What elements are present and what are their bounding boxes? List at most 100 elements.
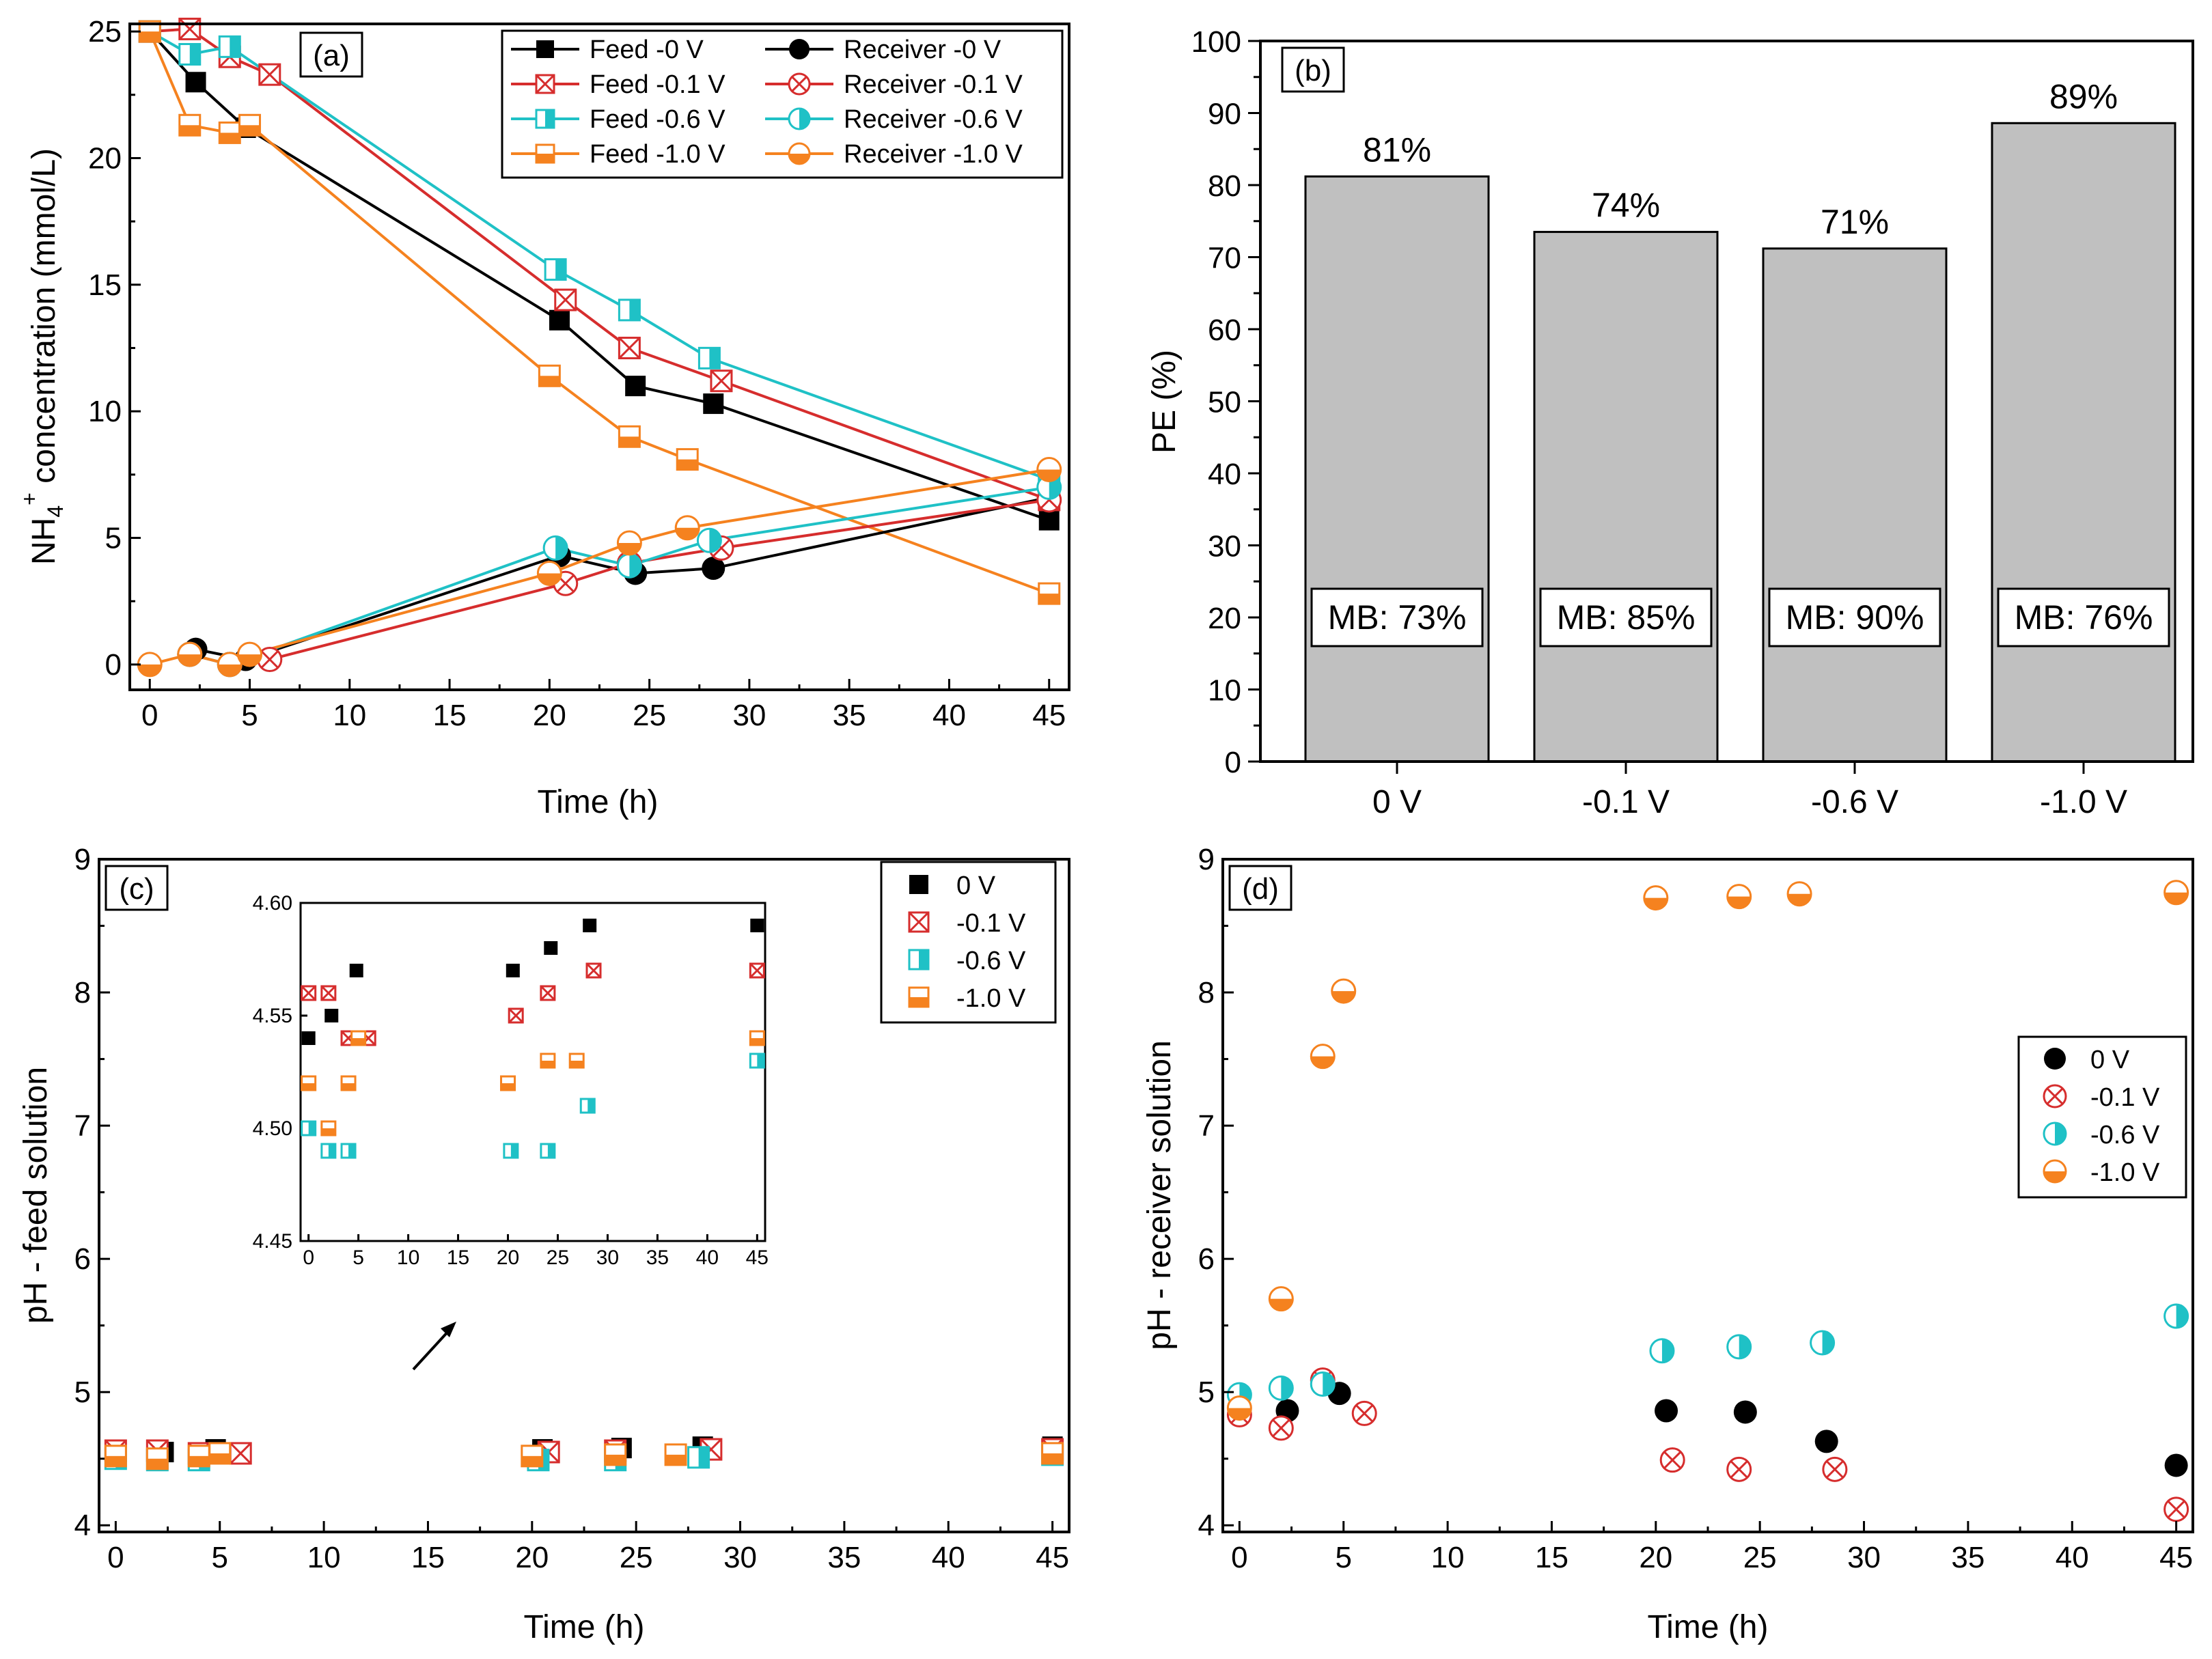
legend-marker-rec_01-cross-b (791, 76, 807, 92)
legend-label-p01: -0.1 V (956, 909, 1026, 938)
x-tick-label: 35 (833, 699, 866, 732)
point-rec_10-fill (218, 664, 242, 676)
point-p10-fill (147, 1458, 168, 1469)
x-tick-label: 35 (827, 1541, 861, 1574)
legend-marker-p06-fill (2055, 1123, 2066, 1145)
legend-marker-rec_0 (789, 39, 810, 59)
inset-point-p10-fill (501, 1083, 515, 1090)
legend-label-p01: -0.1 V (2090, 1083, 2160, 1112)
point-p06-fill (1739, 1335, 1751, 1358)
panel-b-label-box (1281, 46, 1345, 93)
point-p0 (1655, 1399, 1678, 1423)
x-tick-label: 20 (533, 699, 566, 732)
inset-point-p01-cross-b (301, 985, 316, 1001)
point-feed_01-cross-b (554, 289, 577, 311)
legend-label-p10: -1.0 V (956, 984, 1026, 1013)
pe-bar-value-label: 74% (1592, 186, 1660, 225)
y-tick-label: 10 (1208, 674, 1241, 708)
inset-point-p10-fill (342, 1083, 356, 1090)
inset-point-p10-fill (351, 1038, 365, 1045)
legend-label-p06: -0.6 V (2090, 1121, 2160, 1149)
y-tick-label: 9 (1198, 843, 1215, 876)
y-tick-label: 0 (1225, 746, 1241, 779)
inset-point-p0-shape (750, 919, 764, 932)
panel-a-xlabel: Time (h) (538, 784, 659, 820)
point-feed_0-shape (1038, 510, 1060, 531)
point-p10 (1643, 885, 1669, 911)
panel-d-label-box (1228, 865, 1292, 911)
legend-marker-p01-cross-b (908, 911, 930, 933)
point-p06-fill (2176, 1305, 2188, 1328)
x-tick-label: 15 (433, 699, 467, 732)
point-p10-fill (1311, 1056, 1335, 1068)
point-rec_10-fill (1037, 469, 1061, 482)
x-tick-label: 30 (723, 1541, 757, 1574)
y-tick-label: 4.45 (253, 1230, 292, 1253)
point-p10 (1226, 1395, 1252, 1421)
y-tick-label: 5 (1198, 1376, 1215, 1409)
panel-b-ylabel: PE (%) (1146, 350, 1183, 454)
point-p10 (1726, 884, 1752, 910)
legend-marker-p06 (2043, 1121, 2067, 1146)
panel-b-label: (b) (1295, 54, 1331, 87)
series-line-rec_06 (189, 486, 1050, 667)
inset-point-p10-fill (540, 1061, 555, 1068)
legend-marker-feed_06-fill (545, 110, 554, 128)
x-tick-label: 0 (1231, 1541, 1247, 1574)
point-p06 (1310, 1371, 1336, 1397)
panel-d-label: (d) (1242, 872, 1279, 906)
point-p10 (604, 1443, 627, 1466)
panel-b-plot: 81% MB: 73% 74% MB: 85% 71% MB: 90% 89% MB: 76% (1304, 77, 2176, 763)
legend-marker-p0 (909, 875, 928, 894)
y-tick-label: 70 (1208, 242, 1241, 275)
point-p10 (664, 1443, 687, 1466)
pe-bar (1991, 122, 2176, 763)
point-rec_10 (237, 641, 263, 667)
point-p0 (1814, 1430, 1838, 1453)
point-p10-fill (1042, 1453, 1063, 1464)
legend-label-rec_10: Receiver -1.0 V (844, 140, 1023, 169)
x-tick-label: 5 (241, 699, 258, 732)
pe-bar (1762, 247, 1948, 763)
point-p10-fill (1331, 991, 1355, 1003)
point-rec_10 (674, 515, 700, 541)
inset-point-p10 (540, 1052, 556, 1069)
inset-point-p06 (340, 1143, 357, 1159)
inset-point-p01-cross-b (749, 962, 765, 979)
point-p10 (1310, 1044, 1336, 1070)
x-tick-label: 15 (411, 1541, 445, 1574)
point-p0 (1733, 1400, 1757, 1424)
inset-point-p06-fill (328, 1144, 335, 1158)
point-feed_10 (618, 425, 641, 448)
x-tick-label: 10 (397, 1246, 419, 1269)
point-p01-cross-b (1663, 1451, 1682, 1469)
panel-a: 0 5 10 15 20 25 30 35 40 45 0 5 10 15 20 25 (a) Time (… (17, 15, 1070, 820)
x-tick-label: 40 (932, 699, 966, 732)
point-feed_10 (538, 364, 561, 387)
point-rec_06 (696, 527, 722, 553)
point-feed_06 (618, 298, 641, 322)
inset-point-p10 (500, 1075, 516, 1091)
point-feed_06 (178, 42, 202, 66)
panel-d-legend: 0 V -0.1 V -0.6 V -1.0 V (2017, 1035, 2187, 1199)
point-p10-fill (521, 1455, 542, 1466)
panel-c-plot (104, 1436, 1064, 1472)
point-feed_10 (1038, 582, 1061, 605)
point-rec_10 (137, 652, 163, 678)
point-p10 (104, 1445, 127, 1468)
inset-point-p10-fill (321, 1128, 335, 1135)
inset-point-p06 (540, 1143, 556, 1159)
y-tick-label: 9 (74, 843, 91, 876)
point-p10 (2163, 880, 2189, 906)
legend-marker-feed_01-cross-b (535, 74, 555, 94)
y-tick-label: 15 (88, 268, 122, 302)
point-feed_01 (554, 288, 577, 311)
x-tick-label: 30 (596, 1246, 619, 1269)
point-rec_06-fill (629, 554, 641, 578)
legend-marker-feed_10-fill (536, 154, 554, 163)
mb-annotation-box (1997, 587, 2170, 647)
x-tick-label: 40 (932, 1541, 965, 1574)
legend-marker-p01 (908, 911, 930, 933)
point-feed_01-cross-b (618, 337, 641, 359)
